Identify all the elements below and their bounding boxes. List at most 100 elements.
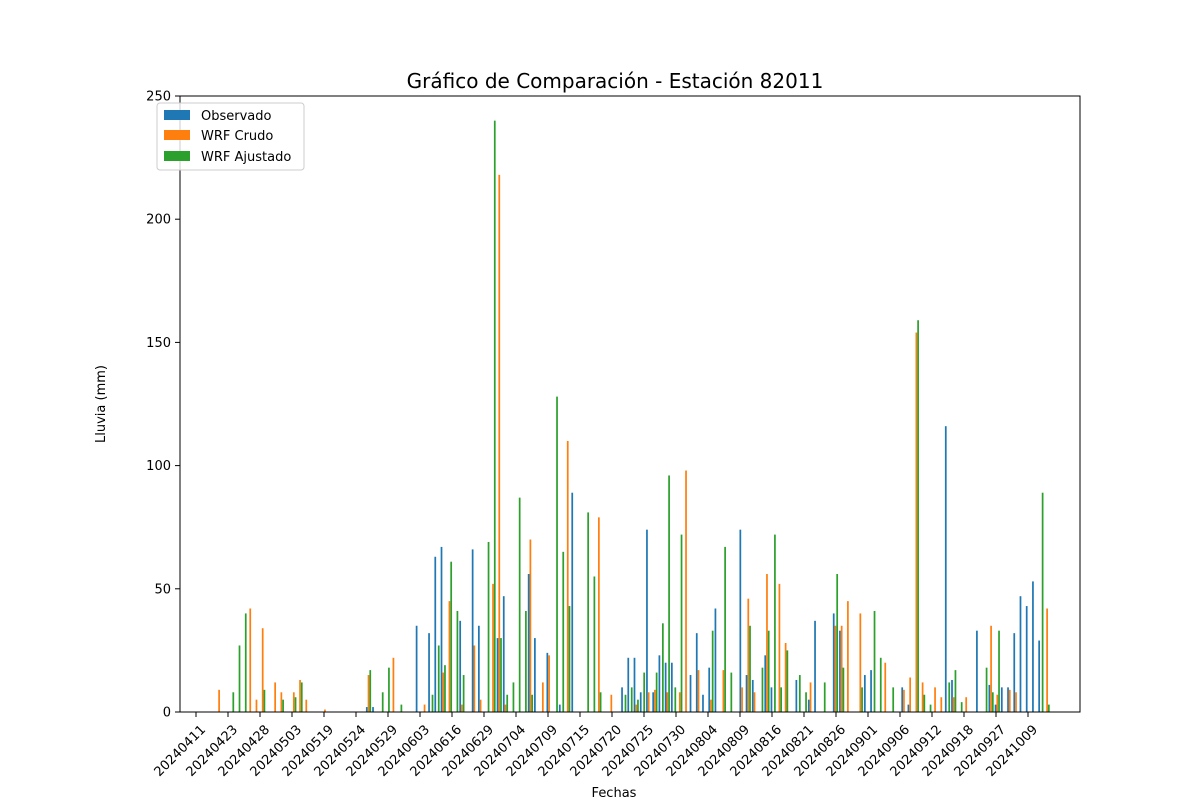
bar-observado-132 bbox=[1038, 640, 1041, 712]
bar-wrf-crudo-41 bbox=[473, 645, 476, 712]
bar-wrf-ajustado-97 bbox=[823, 682, 826, 712]
bar-observado-51 bbox=[534, 638, 536, 712]
bar-wrf-crudo-67 bbox=[635, 704, 638, 712]
bar-wrf-crudo-0 bbox=[218, 689, 220, 712]
bar-wrf-ajustado-90 bbox=[780, 687, 783, 712]
legend-swatch-wrf-crudo bbox=[164, 130, 190, 140]
bar-wrf-crudo-61 bbox=[598, 517, 600, 712]
bar-wrf-ajustado-44 bbox=[493, 120, 496, 712]
bar-wrf-ajustado-118 bbox=[954, 670, 957, 712]
bar-wrf-crudo-90 bbox=[778, 583, 781, 712]
bar-wrf-crudo-77 bbox=[697, 670, 700, 712]
y-axis-label: Lluvia (mm) bbox=[94, 365, 109, 443]
bar-wrf-ajustado-117 bbox=[948, 682, 951, 712]
bar-observado-86 bbox=[751, 679, 754, 712]
bar-wrf-ajustado-132 bbox=[1041, 492, 1044, 712]
bar-wrf-ajustado-47 bbox=[512, 682, 515, 712]
bar-wrf-ajustado-13 bbox=[300, 682, 303, 712]
bar-wrf-ajustado-125 bbox=[998, 630, 1000, 712]
bar-wrf-ajustado-113 bbox=[923, 694, 926, 712]
bar-observado-36 bbox=[440, 546, 443, 712]
bar-wrf-crudo-13 bbox=[299, 679, 301, 712]
bar-wrf-crudo-112 bbox=[915, 332, 918, 712]
bar-wrf-ajustado-99 bbox=[836, 574, 839, 712]
bar-wrf-ajustado-72 bbox=[668, 475, 670, 712]
bar-wrf-crudo-24 bbox=[367, 675, 370, 712]
bar-wrf-ajustado-114 bbox=[929, 704, 932, 712]
bar-wrf-ajustado-105 bbox=[873, 610, 876, 712]
bar-wrf-ajustado-71 bbox=[661, 623, 664, 712]
bar-wrf-crudo-52 bbox=[541, 682, 544, 712]
y-tick-label-50: 50 bbox=[154, 582, 171, 597]
bar-wrf-ajustado-61 bbox=[599, 692, 602, 712]
bar-observado-79 bbox=[708, 667, 711, 712]
bar-wrf-crudo-128 bbox=[1015, 692, 1017, 712]
bar-wrf-ajustado-119 bbox=[960, 702, 963, 712]
bar-observado-93 bbox=[795, 679, 798, 712]
bar-wrf-crudo-33 bbox=[423, 704, 426, 712]
bar-wrf-crudo-111 bbox=[909, 677, 912, 712]
plot-frame bbox=[179, 95, 1081, 713]
bar-wrf-crudo-46 bbox=[504, 704, 507, 712]
bar-wrf-crudo-85 bbox=[747, 598, 750, 712]
y-tick-label-250: 250 bbox=[146, 90, 171, 105]
bar-wrf-crudo-9 bbox=[274, 682, 277, 712]
bar-wrf-ajustado-12 bbox=[294, 697, 297, 712]
bar-observado-117 bbox=[944, 426, 947, 712]
bar-wrf-crudo-69 bbox=[647, 692, 650, 712]
bar-wrf-crudo-63 bbox=[610, 694, 613, 712]
bar-observado-84 bbox=[739, 529, 742, 712]
bar-wrf-ajustado-45 bbox=[500, 638, 502, 712]
bar-wrf-crudo-70 bbox=[654, 689, 656, 712]
bar-observado-122 bbox=[976, 630, 978, 712]
bar-observado-85 bbox=[745, 675, 748, 712]
bar-observado-78 bbox=[702, 694, 704, 712]
bar-wrf-crudo-118 bbox=[952, 697, 955, 712]
bar-observado-24 bbox=[365, 707, 368, 712]
bar-observado-32 bbox=[415, 625, 418, 712]
bar-wrf-ajustado-106 bbox=[879, 657, 882, 712]
bar-wrf-crudo-107 bbox=[884, 662, 887, 712]
bar-wrf-ajustado-87 bbox=[761, 667, 764, 712]
bar-wrf-crudo-56 bbox=[566, 440, 569, 712]
bar-wrf-crudo-79 bbox=[710, 699, 712, 712]
bar-observado-68 bbox=[639, 692, 642, 712]
bar-observado-124 bbox=[988, 684, 991, 712]
bar-wrf-crudo-39 bbox=[461, 704, 463, 712]
bar-observado-76 bbox=[689, 675, 692, 712]
bar-wrf-crudo-37 bbox=[448, 601, 451, 712]
bar-wrf-crudo-113 bbox=[921, 682, 924, 712]
bar-wrf-ajustado-39 bbox=[462, 675, 465, 712]
bar-wrf-crudo-95 bbox=[809, 682, 812, 712]
bar-observado-72 bbox=[664, 662, 667, 712]
bar-wrf-ajustado-7 bbox=[263, 689, 266, 712]
legend: Observado WRF Crudo WRF Ajustado bbox=[156, 102, 305, 171]
bar-wrf-crudo-7 bbox=[261, 628, 264, 712]
bar-wrf-ajustado-79 bbox=[711, 630, 714, 712]
bar-observado-77 bbox=[695, 633, 698, 712]
bar-observado-69 bbox=[646, 529, 648, 712]
bar-wrf-crudo-36 bbox=[442, 672, 445, 712]
bar-wrf-ajustado-112 bbox=[917, 320, 919, 712]
bar-wrf-crudo-120 bbox=[965, 697, 968, 712]
bar-wrf-ajustado-89 bbox=[774, 534, 776, 712]
bar-wrf-ajustado-124 bbox=[991, 692, 994, 712]
bars-group bbox=[218, 120, 1050, 713]
bar-observado-118 bbox=[951, 679, 953, 712]
bar-wrf-ajustado-55 bbox=[562, 551, 565, 712]
bar-observado-50 bbox=[527, 574, 530, 712]
bar-wrf-ajustado-59 bbox=[587, 512, 590, 712]
bar-wrf-ajustado-24 bbox=[369, 670, 372, 712]
bar-observado-96 bbox=[814, 620, 816, 712]
bar-wrf-ajustado-65 bbox=[624, 694, 627, 712]
bar-wrf-crudo-125 bbox=[996, 694, 999, 712]
bar-wrf-crudo-86 bbox=[753, 692, 756, 712]
bar-wrf-ajustado-74 bbox=[680, 534, 683, 712]
bar-wrf-ajustado-48 bbox=[518, 497, 521, 712]
bar-wrf-crudo-42 bbox=[479, 699, 482, 712]
bar-wrf-ajustado-38 bbox=[456, 610, 459, 712]
bar-observado-55 bbox=[558, 704, 561, 712]
bar-wrf-crudo-53 bbox=[548, 655, 550, 712]
bar-wrf-ajustado-36 bbox=[444, 665, 446, 712]
